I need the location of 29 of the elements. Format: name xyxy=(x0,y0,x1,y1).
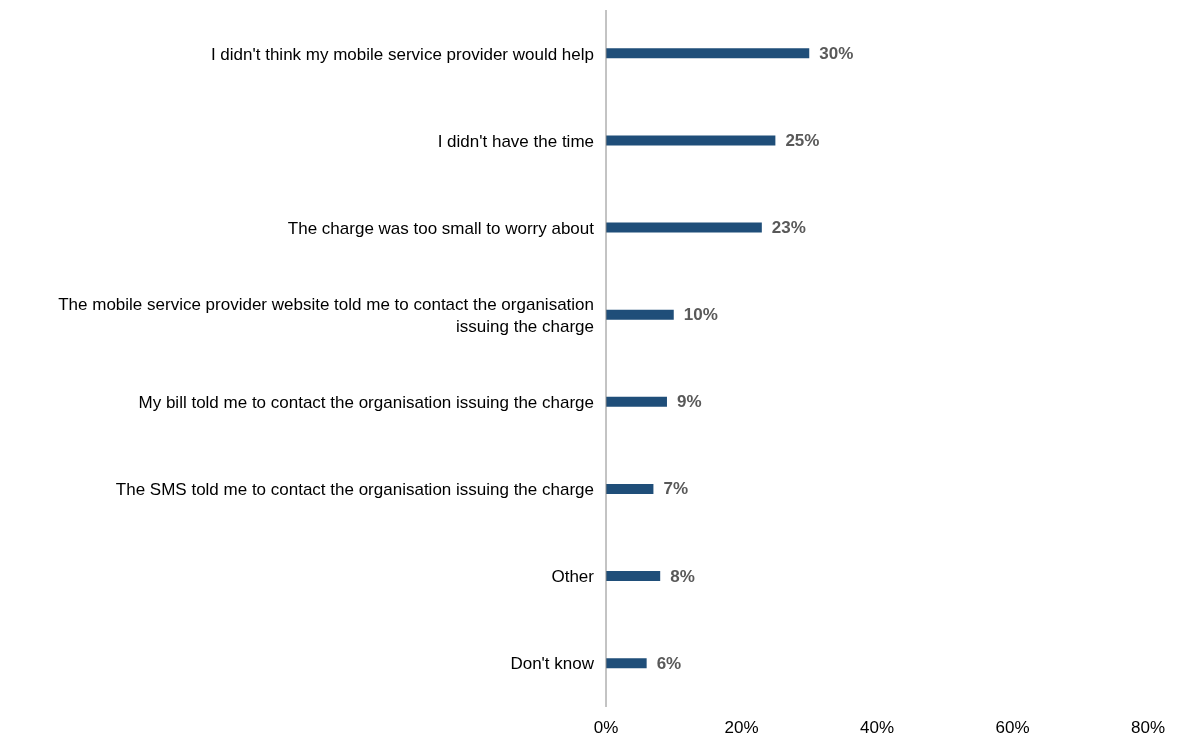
bar xyxy=(606,222,762,233)
x-tick-label: 0% xyxy=(593,718,619,738)
data-label: 6% xyxy=(656,653,682,673)
bar xyxy=(606,658,647,669)
data-label: 8% xyxy=(670,566,695,586)
y-tick-label: The SMS told me to contact the organisation issuing the charge xyxy=(115,479,594,499)
x-tick-label: 40% xyxy=(859,718,895,738)
y-tick-label: Don't know xyxy=(510,653,595,673)
bar xyxy=(606,48,810,59)
bar xyxy=(606,396,667,407)
bar xyxy=(606,309,674,320)
y-tick-label: I didn't think my mobile service provider would help xyxy=(210,44,594,64)
x-tick-label: 60% xyxy=(995,718,1030,738)
data-label: 9% xyxy=(676,392,702,412)
y-tick-label: The charge was too small to worry about xyxy=(287,218,595,238)
x-tick-label: 80% xyxy=(1130,718,1166,738)
data-label: 10% xyxy=(683,305,718,325)
bar xyxy=(606,135,776,146)
data-label: 23% xyxy=(771,218,806,238)
y-tick-label: I didn't have the time xyxy=(437,131,594,151)
data-label: 7% xyxy=(663,479,688,499)
bar xyxy=(606,483,654,494)
y-tick-label: The mobile service provider website told me to contact the organisation issuing the charge xyxy=(58,294,594,336)
x-tick-label: 20% xyxy=(724,718,759,738)
y-tick-label: Other xyxy=(551,566,595,586)
data-label: 30% xyxy=(819,43,854,63)
bar xyxy=(606,571,661,582)
data-label: 25% xyxy=(785,130,820,150)
y-tick-label: My bill told me to contact the organisation issuing the charge xyxy=(138,392,594,412)
